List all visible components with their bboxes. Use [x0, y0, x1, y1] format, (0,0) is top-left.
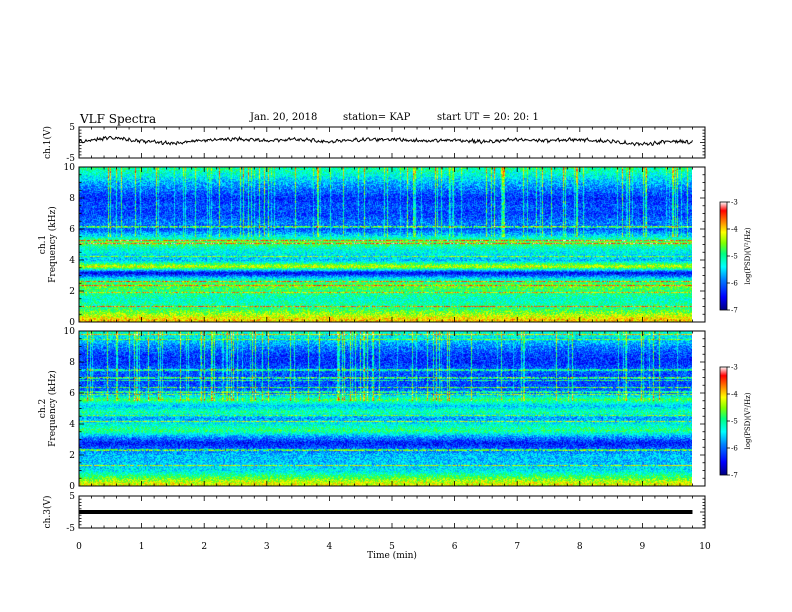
ch2-spectrogram-ytick-label: 6 [69, 389, 75, 399]
colorbar-ch2-tick-label: -6 [731, 445, 738, 453]
ch2-spectrogram-ytick-label: 0 [69, 482, 75, 492]
x-tick-label: 5 [389, 542, 395, 552]
colorbar-ch1 [719, 201, 728, 311]
ch1-spectrogram-ytick-label: 10 [64, 163, 76, 173]
colorbar-ch2-tick-label: -7 [731, 472, 738, 480]
spectrogram-ch1 [79, 167, 692, 322]
x-tick-label: 7 [514, 542, 520, 552]
colorbar-ch2-tick-label: -5 [731, 418, 738, 426]
colorbar-ch1-tick-label: -5 [731, 253, 738, 261]
start-time-label: start UT = 20: 20: 1 [437, 112, 539, 123]
ch1-spectrogram-ytick-label: 8 [69, 194, 75, 204]
ch1-waveform-ytick-label: 5 [69, 123, 75, 133]
colorbar-ch1-tick-label: -3 [731, 199, 738, 207]
x-tick-label: 10 [699, 542, 711, 552]
ch1-spectrogram-ylabel: ch.1 [38, 235, 48, 254]
spectrogram-ch2 [79, 331, 692, 486]
x-tick-label: 6 [452, 542, 458, 552]
ch2-spectrogram-ylabel: Frequency (kHz) [47, 370, 58, 447]
figure-title: VLF Spectra [80, 112, 157, 126]
ch1-waveform-ytick-label: -5 [66, 154, 75, 164]
ch3-waveform-ylabel: ch.3(V) [42, 496, 53, 529]
x-tick-label: 1 [139, 542, 145, 552]
colorbar-ch2-tick-label: -4 [731, 391, 738, 399]
ch1-waveform-ylabel: ch.1(V) [42, 126, 53, 159]
colorbar-ch1-tick-label: -4 [731, 226, 738, 234]
x-tick-label: 4 [327, 542, 333, 552]
station-label: station= KAP [343, 112, 411, 123]
ch2-spectrogram-ytick-label: 8 [69, 358, 75, 368]
x-axis-label: Time (min) [367, 550, 417, 561]
ch2-spectrogram-ytick-label: 10 [64, 327, 76, 337]
ch1-spectrogram-ylabel: Frequency (kHz) [47, 206, 58, 283]
waveform-ch1-line [78, 135, 693, 147]
ch1-spectrogram-ytick-label: 0 [69, 318, 75, 328]
x-tick-label: 0 [76, 542, 82, 552]
ch2-spectrogram-ylabel: ch.2 [38, 399, 48, 418]
colorbar-ch1-tick-label: -7 [731, 307, 738, 315]
ch1-spectrogram-ytick-label: 6 [69, 225, 75, 235]
colorbar-ch2-label: log(PSD)(V²/Hz) [744, 392, 752, 449]
x-tick-label: 8 [577, 542, 583, 552]
colorbar-ch2 [719, 366, 728, 476]
ch1-spectrogram-ytick-label: 2 [69, 287, 75, 297]
colorbar-ch1-tick-label: -6 [731, 280, 738, 288]
ch3-waveform-ytick-label: -5 [66, 524, 75, 534]
ch2-spectrogram-ytick-label: 2 [69, 451, 75, 461]
ch2-spectrogram-ytick-label: 4 [69, 420, 75, 430]
ch1-spectrogram-ytick-label: 4 [69, 256, 75, 266]
ch3-waveform-ytick-label: 5 [69, 492, 75, 502]
x-tick-label: 3 [264, 542, 270, 552]
x-tick-label: 9 [640, 542, 646, 552]
x-tick-label: 2 [201, 542, 207, 552]
colorbar-ch1-label: log(PSD)(V²/Hz) [744, 227, 752, 284]
date-label: Jan. 20, 2018 [250, 112, 318, 123]
colorbar-ch2-tick-label: -3 [731, 364, 738, 372]
